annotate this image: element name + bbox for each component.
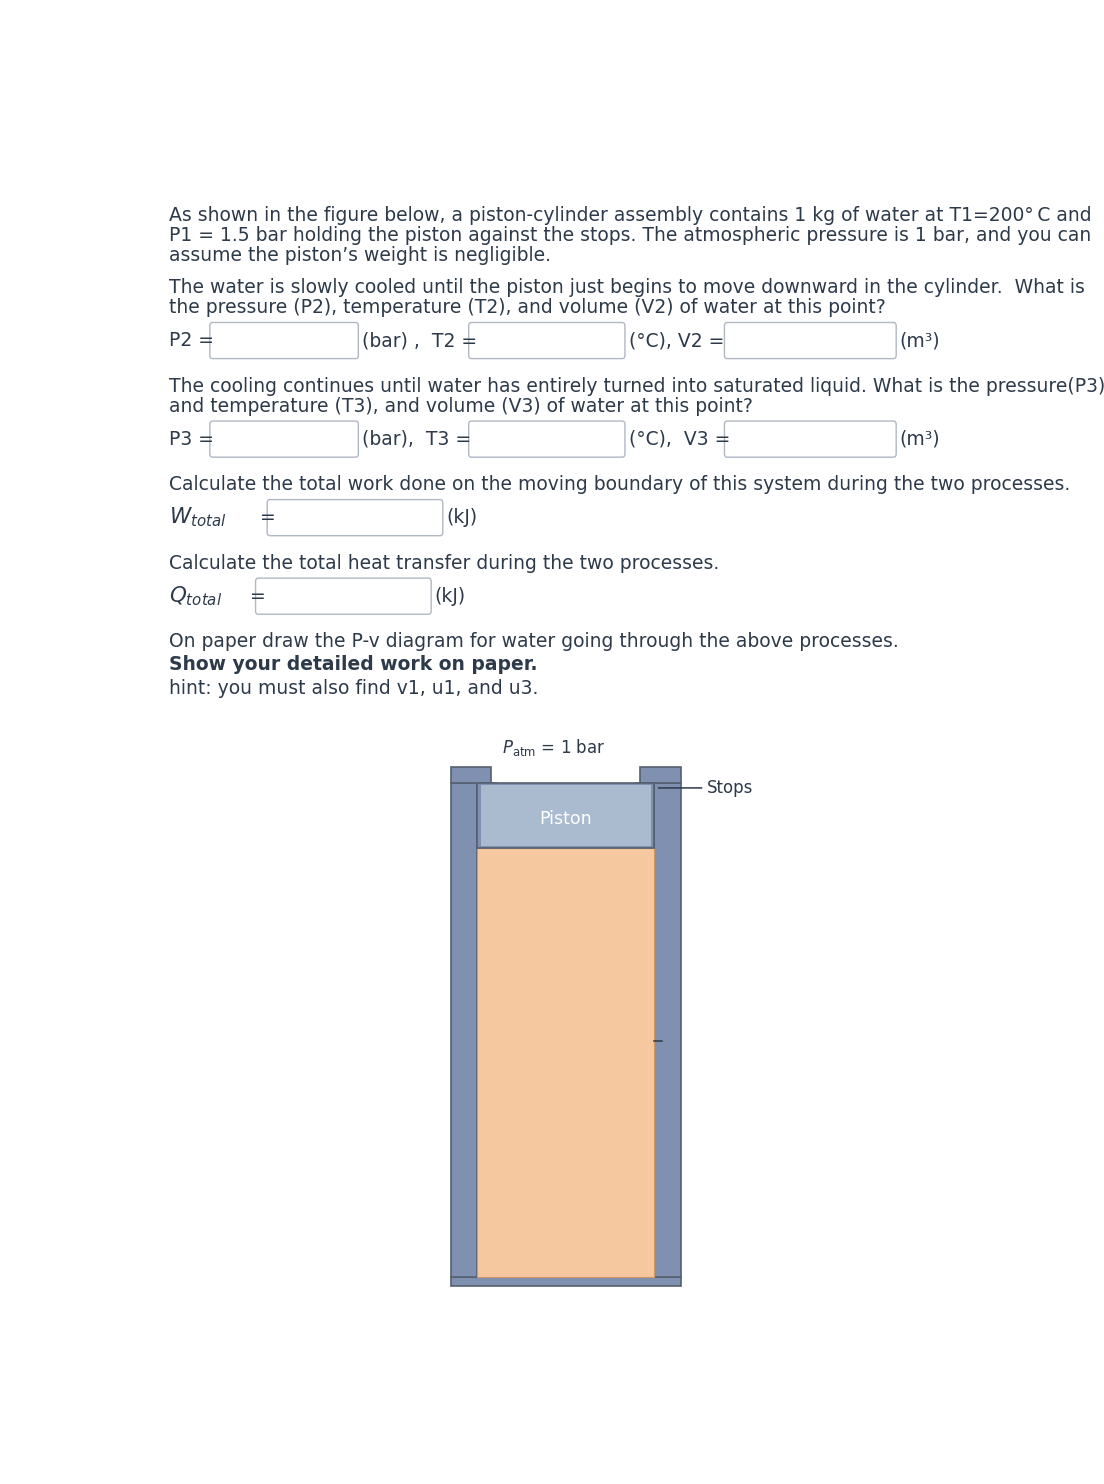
- Bar: [640, 767, 680, 782]
- Bar: [477, 847, 655, 1276]
- Text: =: =: [261, 508, 276, 527]
- Bar: [477, 782, 655, 847]
- FancyBboxPatch shape: [267, 500, 443, 536]
- FancyBboxPatch shape: [724, 421, 896, 457]
- Text: assume the piston’s weight is negligible.: assume the piston’s weight is negligible…: [169, 246, 551, 264]
- Text: (bar) ,  T2 =: (bar) , T2 =: [362, 331, 477, 350]
- Text: P2 =: P2 =: [169, 331, 214, 350]
- Text: hint: you must also find v1, u1, and u3.: hint: you must also find v1, u1, and u3.: [169, 678, 539, 697]
- Bar: [452, 782, 477, 1276]
- Text: Calculate the total heat transfer during the two processes.: Calculate the total heat transfer during…: [169, 554, 719, 573]
- Text: $P_\mathrm{atm}$ = 1 bar: $P_\mathrm{atm}$ = 1 bar: [502, 738, 606, 758]
- Bar: [477, 782, 496, 794]
- FancyBboxPatch shape: [724, 322, 896, 359]
- FancyBboxPatch shape: [469, 421, 625, 457]
- Bar: [655, 782, 680, 1276]
- Text: Piston: Piston: [540, 810, 592, 828]
- Text: the pressure (P2), temperature (T2), and volume (V2) of water at this point?: the pressure (P2), temperature (T2), and…: [169, 298, 885, 318]
- Text: $Q_{total}$: $Q_{total}$: [169, 585, 222, 608]
- FancyBboxPatch shape: [469, 322, 625, 359]
- Text: Stops: Stops: [707, 779, 753, 797]
- Text: (kJ): (kJ): [435, 586, 466, 605]
- Text: (m³): (m³): [900, 331, 941, 350]
- Text: Show your detailed work on paper.: Show your detailed work on paper.: [169, 656, 538, 675]
- Bar: [452, 1276, 680, 1287]
- FancyBboxPatch shape: [210, 322, 359, 359]
- Text: $W_{total}$: $W_{total}$: [169, 506, 226, 530]
- Text: P1 = 1.5 bar holding the piston against the stops. The atmospheric pressure is 1: P1 = 1.5 bar holding the piston against …: [169, 226, 1091, 245]
- Text: The cooling continues until water has entirely turned into saturated liquid. Wha: The cooling continues until water has en…: [169, 377, 1104, 396]
- Text: and temperature (T3), and volume (V3) of water at this point?: and temperature (T3), and volume (V3) of…: [169, 396, 753, 416]
- Bar: [636, 782, 655, 794]
- Text: On paper draw the P-v diagram for water going through the above processes.: On paper draw the P-v diagram for water …: [169, 632, 899, 651]
- Text: (kJ): (kJ): [446, 508, 478, 527]
- Text: (°C),  V3 =: (°C), V3 =: [628, 429, 730, 448]
- Text: (°C), V2 =: (°C), V2 =: [628, 331, 724, 350]
- Text: =: =: [250, 586, 265, 605]
- Text: The water is slowly cooled until the piston just begins to move downward in the : The water is slowly cooled until the pis…: [169, 278, 1085, 297]
- Text: As shown in the figure below, a piston-cylinder assembly contains 1 kg of water : As shown in the figure below, a piston-c…: [169, 206, 1092, 224]
- Text: Calculate the total work done on the moving boundary of this system during the t: Calculate the total work done on the mov…: [169, 475, 1070, 494]
- FancyBboxPatch shape: [210, 421, 359, 457]
- Text: (bar),  T3 =: (bar), T3 =: [362, 429, 471, 448]
- Bar: [480, 785, 651, 846]
- Text: (m³): (m³): [900, 429, 941, 448]
- Bar: [452, 767, 491, 782]
- Text: P3 =: P3 =: [169, 429, 214, 448]
- FancyBboxPatch shape: [255, 579, 432, 614]
